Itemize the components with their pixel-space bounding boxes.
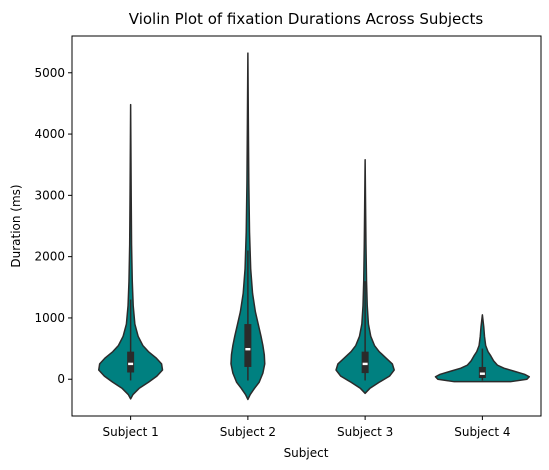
violin-iqr-box (244, 324, 252, 367)
violin-body (434, 314, 531, 383)
violin-iqr-box (478, 366, 486, 378)
y-tick-label: 3000 (34, 188, 65, 202)
violin-median-marker (128, 362, 134, 366)
y-tick-label: 2000 (34, 250, 65, 264)
x-tick-label: Subject 1 (102, 425, 158, 439)
x-axis-ticks: Subject 1 Subject 2 Subject 3 Subject 4 (102, 416, 511, 439)
y-tick-label: 1000 (34, 311, 65, 325)
y-tick-label: 4000 (34, 127, 65, 141)
x-axis-label: Subject (284, 446, 329, 460)
violins-group (97, 52, 531, 401)
violin-median-marker (245, 347, 251, 351)
plot-frame (71, 35, 542, 417)
violin-body (97, 103, 164, 400)
x-tick-label: Subject 4 (454, 425, 510, 439)
chart-title: Violin Plot of fixation Durations Across… (129, 10, 484, 28)
violin-body (335, 159, 395, 395)
violin-median-marker (479, 372, 485, 375)
violin-median-marker (362, 362, 368, 366)
y-tick-label: 5000 (34, 66, 65, 80)
y-axis-ticks: 0 1000 2000 3000 4000 5000 (34, 66, 72, 386)
y-axis-label: Duration (ms) (9, 184, 23, 267)
x-tick-label: Subject 2 (220, 425, 276, 439)
y-tick-label: 0 (57, 372, 65, 386)
violin-iqr-box (361, 351, 369, 374)
violin-iqr-box (127, 351, 135, 373)
x-tick-label: Subject 3 (337, 425, 393, 439)
violin-body (230, 52, 266, 401)
